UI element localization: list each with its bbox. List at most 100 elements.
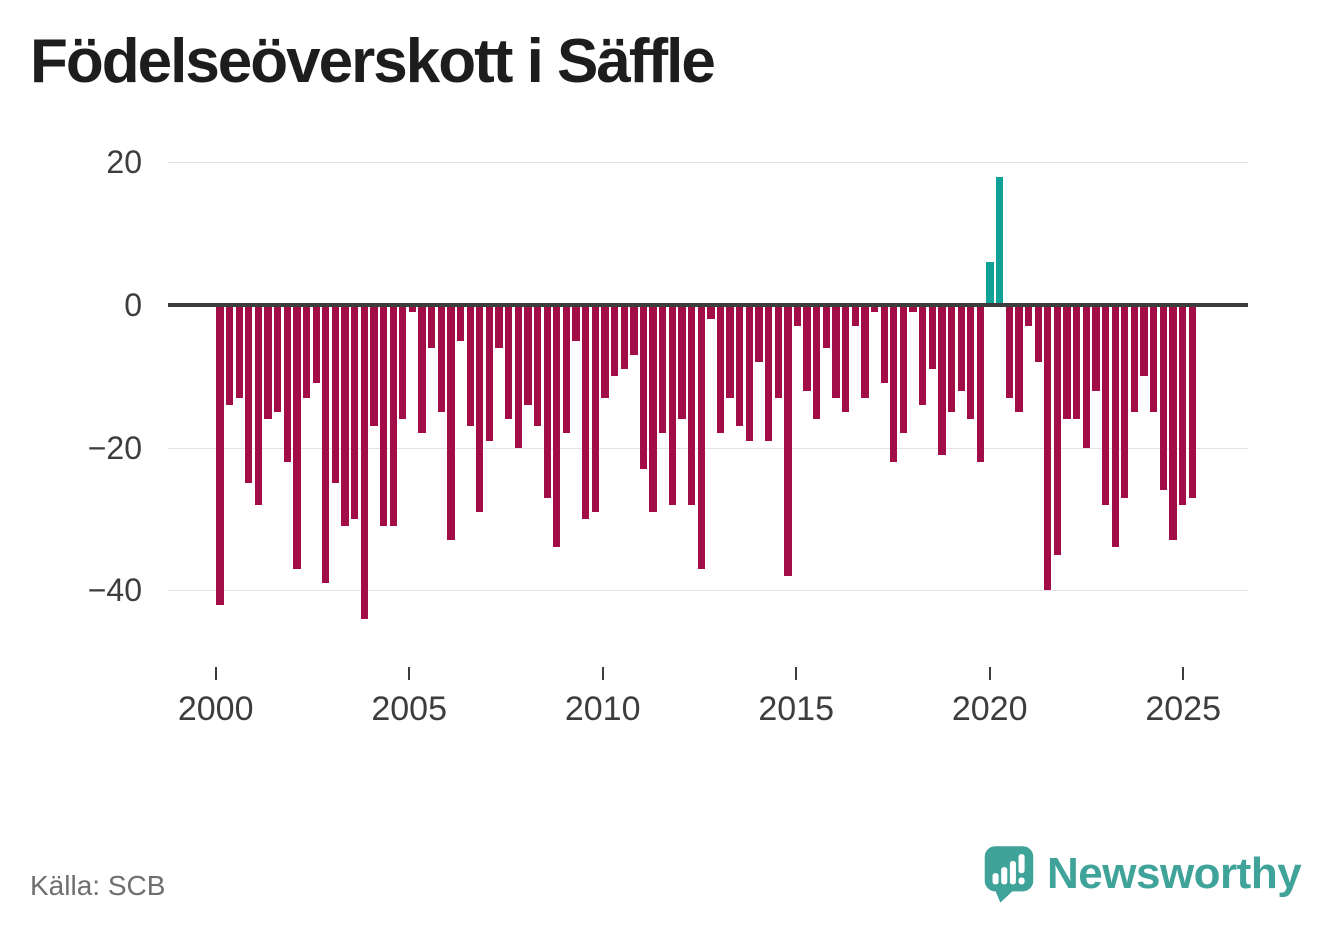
bar (755, 305, 763, 362)
y-axis-tick-label: 0 (124, 287, 142, 323)
bar (890, 305, 898, 462)
bar (514, 305, 522, 448)
bar (408, 305, 417, 313)
bar (716, 305, 725, 434)
bar (822, 305, 831, 348)
bar (1111, 305, 1119, 548)
bar (225, 305, 234, 405)
bar (447, 305, 455, 541)
bar (957, 305, 965, 391)
bar (784, 305, 792, 576)
bar (322, 305, 330, 584)
bar (1034, 305, 1042, 362)
bar (610, 305, 619, 377)
bar (245, 305, 253, 484)
bar (601, 305, 609, 398)
bar (909, 305, 917, 313)
bar (1082, 305, 1090, 448)
bar (726, 305, 734, 398)
x-axis-tick-label: 2020 (951, 690, 1028, 728)
bar (764, 305, 773, 441)
gridline (168, 162, 1248, 163)
bar (659, 305, 667, 434)
bar (370, 305, 378, 427)
bar (379, 305, 388, 526)
bar (630, 305, 638, 355)
x-axis-tick (795, 667, 798, 680)
bar (851, 305, 859, 327)
source-label: Källa: SCB (30, 870, 166, 901)
bar (707, 305, 715, 320)
bar (264, 305, 272, 420)
y-axis-tick-label: 20 (106, 144, 142, 181)
bar (1178, 305, 1187, 505)
bar (649, 305, 657, 512)
bar (524, 305, 532, 405)
bar (1044, 305, 1052, 591)
bar (1024, 305, 1033, 327)
x-axis-tick (601, 667, 604, 680)
bar (620, 305, 628, 370)
bar (418, 305, 426, 434)
bar (1101, 305, 1110, 505)
bar (976, 305, 985, 462)
bar (668, 305, 677, 505)
x-axis-tick-label: 2010 (564, 690, 641, 728)
bar (919, 305, 927, 405)
bar (1140, 305, 1148, 377)
bar (216, 305, 224, 605)
bar (572, 305, 580, 341)
bar (986, 262, 994, 305)
y-axis-tick-label: −40 (87, 572, 142, 609)
bar (254, 305, 263, 505)
bar (1188, 305, 1196, 498)
bar (928, 305, 936, 370)
x-axis-tick-label: 2015 (758, 690, 834, 728)
bar (678, 305, 686, 420)
bar (293, 305, 301, 569)
newsworthy-logo: Newsworthy (983, 844, 1302, 904)
bar (697, 305, 705, 569)
bar (456, 305, 465, 341)
bar (803, 305, 811, 391)
bar (899, 305, 908, 434)
bar (389, 305, 397, 526)
bar (485, 305, 494, 441)
x-axis-tick (214, 667, 217, 680)
bar (1073, 305, 1081, 420)
bar (582, 305, 590, 519)
bar (996, 176, 1004, 305)
bar (466, 305, 474, 427)
bar (1063, 305, 1071, 420)
bar (870, 305, 879, 313)
x-axis-tick (408, 667, 411, 680)
bar (736, 305, 744, 427)
bar (842, 305, 850, 412)
bar (428, 305, 436, 348)
bar (1005, 305, 1013, 398)
bar (235, 305, 243, 398)
bar (437, 305, 445, 412)
bar (283, 305, 291, 462)
bar (1159, 305, 1167, 491)
bar (553, 305, 561, 548)
bar (341, 305, 349, 526)
bar (1150, 305, 1158, 412)
bar (274, 305, 282, 412)
bar (687, 305, 696, 505)
bar (360, 305, 368, 619)
zero-axis-line (168, 303, 1248, 307)
x-axis-tick-label: 2000 (177, 690, 254, 728)
bar (476, 305, 484, 512)
bar (505, 305, 513, 420)
x-axis-tick (1182, 667, 1185, 680)
bar (861, 305, 869, 398)
bar (813, 305, 821, 420)
bar (399, 305, 407, 420)
bar (331, 305, 340, 484)
bar (543, 305, 551, 498)
bar (351, 305, 359, 519)
gridline (168, 448, 1248, 449)
